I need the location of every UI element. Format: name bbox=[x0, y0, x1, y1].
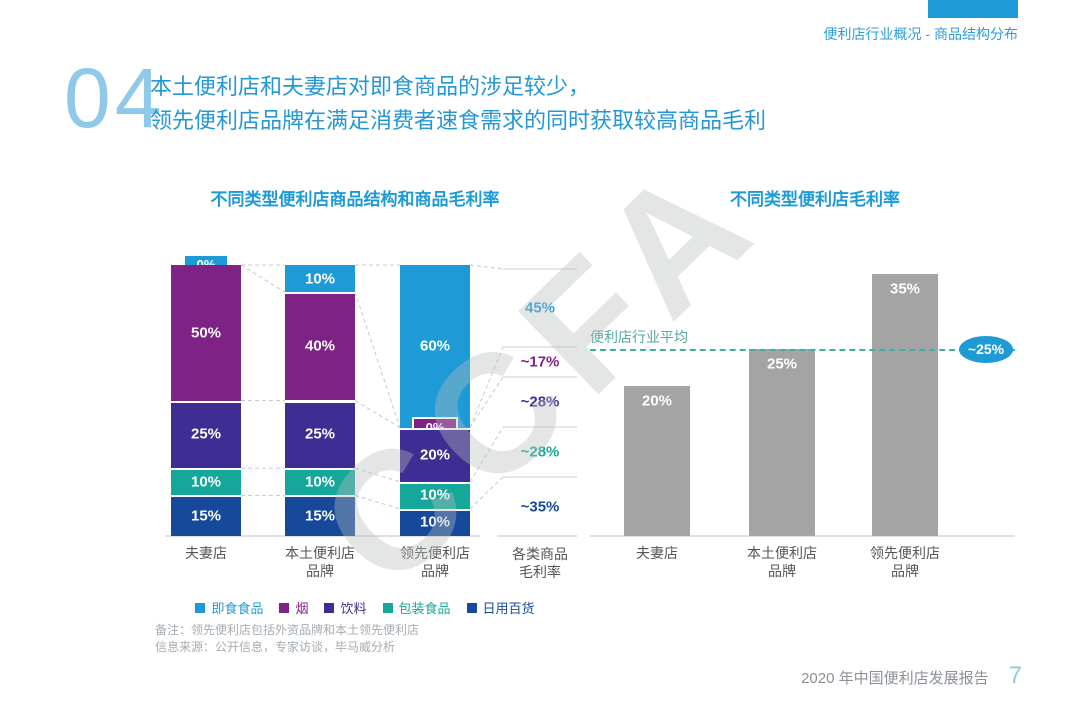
bar-value-label: 20% bbox=[419, 446, 451, 464]
legend-swatch bbox=[466, 602, 477, 613]
page-title: 本土便利店和夫妻店对即食商品的涉足较少， 领先便利店品牌在满足消费者速食需求的同… bbox=[150, 70, 766, 138]
bar-segment-包装食品 bbox=[285, 468, 355, 496]
bar-segment-即食食品 bbox=[285, 265, 355, 293]
bar-segment-日用百货 bbox=[285, 495, 355, 536]
bar-segment-烟 bbox=[171, 265, 241, 401]
footer: 2020 年中国便利店发展报告 7 bbox=[801, 662, 1022, 690]
legend-item: 包装食品 bbox=[382, 598, 451, 617]
legend-label: 日用百货 bbox=[482, 601, 535, 616]
margin-rate-value: ~28% bbox=[520, 443, 560, 461]
bar-segment-饮料 bbox=[171, 400, 241, 469]
legend-swatch bbox=[279, 602, 290, 613]
bar-value-label: 50% bbox=[190, 324, 222, 342]
chart-line bbox=[354, 291, 401, 428]
legend-label: 包装食品 bbox=[398, 601, 451, 616]
bar-segment-日用百货 bbox=[400, 508, 470, 536]
legend-swatch bbox=[324, 602, 335, 613]
bar-value-label: 10% bbox=[304, 473, 336, 491]
legend-label: 饮料 bbox=[340, 601, 367, 616]
bar-value-label: 20% bbox=[641, 392, 673, 410]
section-number: 04 bbox=[64, 51, 166, 145]
chart-line bbox=[469, 476, 504, 510]
gross-margin-bar bbox=[624, 386, 690, 536]
bar-value-label: 25% bbox=[304, 425, 336, 443]
bar-value-label: 25% bbox=[190, 425, 222, 443]
x-axis-label: 领先便利店品牌 bbox=[870, 545, 940, 579]
bar-segment-烟 bbox=[285, 292, 355, 401]
industry-average-line bbox=[590, 348, 1015, 351]
x-axis-label: 领先便利店品牌 bbox=[400, 545, 470, 579]
bar-segment-即食食品 bbox=[400, 265, 470, 428]
footnote-line2: 信息来源：公开信息，专家访谈，毕马威分析 bbox=[155, 640, 396, 654]
bar-segment-包装食品 bbox=[171, 468, 241, 496]
right-chart-title: 不同类型便利店毛利率 bbox=[730, 190, 900, 209]
chart-line bbox=[354, 467, 401, 483]
bar-value-label: 15% bbox=[190, 507, 222, 525]
legend-label: 即食食品 bbox=[211, 601, 264, 616]
x-axis-label: 夫妻店 bbox=[636, 545, 678, 561]
x-axis-label: 夫妻店 bbox=[185, 545, 227, 561]
bar-segment-日用百货 bbox=[171, 495, 241, 536]
industry-average-label: 便利店行业平均 bbox=[590, 328, 688, 345]
chart-line bbox=[240, 264, 286, 293]
bar-value-label: 10% bbox=[304, 270, 336, 288]
headline-line2: 领先便利店品牌在满足消费者速食需求的同时获取较高商品毛利 bbox=[150, 108, 767, 133]
footnote-line1: 备注：领先便利店包括外资品牌和本土领先便利店 bbox=[155, 623, 420, 637]
headline-line1: 本土便利店和夫妻店对即食商品的涉足较少， bbox=[150, 74, 591, 99]
chart-line bbox=[469, 346, 504, 428]
top-accent-bar bbox=[928, 0, 1018, 18]
legend-swatch bbox=[195, 602, 206, 613]
bar-segment-饮料 bbox=[400, 427, 470, 482]
bar-value-label: 10% bbox=[419, 513, 451, 531]
bar-segment-包装食品 bbox=[400, 481, 470, 509]
industry-average-value-badge: ~25% bbox=[959, 335, 1013, 363]
footer-report-title: 2020 年中国便利店发展报告 bbox=[801, 670, 989, 687]
chart-line bbox=[469, 426, 504, 483]
legend-swatch bbox=[382, 602, 393, 613]
gross-margin-bar bbox=[749, 348, 815, 536]
legend-item: 饮料 bbox=[324, 598, 367, 617]
margin-rate-value: ~28% bbox=[520, 393, 560, 411]
bar-value-label: 60% bbox=[419, 337, 451, 355]
legend-item: 烟 bbox=[279, 598, 308, 617]
margin-rate-value: ~17% bbox=[520, 353, 560, 371]
bar-value-label: 15% bbox=[304, 507, 336, 525]
bar-value-label: 10% bbox=[419, 486, 451, 504]
margin-rate-value: ~35% bbox=[520, 498, 560, 515]
chart-line bbox=[469, 376, 504, 428]
legend-item: 日用百货 bbox=[466, 598, 535, 617]
legend-item: 即食食品 bbox=[195, 598, 263, 617]
margin-rate-value: 45% bbox=[524, 299, 556, 317]
margin-column-header: 各类商品毛利率 bbox=[512, 546, 568, 580]
chart-line bbox=[354, 494, 401, 510]
bar-value-label: 35% bbox=[889, 280, 921, 297]
page-number: 7 bbox=[1008, 662, 1022, 689]
left-chart-title: 不同类型便利店商品结构和商品毛利率 bbox=[210, 190, 500, 209]
chart-line bbox=[469, 264, 504, 270]
x-axis-label: 本土便利店品牌 bbox=[285, 545, 355, 579]
chart-line bbox=[354, 400, 401, 429]
gross-margin-bar bbox=[872, 273, 938, 536]
footnotes: 备注：领先便利店包括外资品牌和本土领先便利店 信息来源：公开信息，专家访谈，毕马… bbox=[155, 622, 419, 656]
bar-segment-饮料 bbox=[285, 400, 355, 469]
bar-value-label: 10% bbox=[190, 473, 222, 491]
legend-label: 烟 bbox=[295, 601, 309, 616]
bar-value-label: 40% bbox=[304, 337, 336, 355]
chart-legend: 即食食品 烟 饮料 包装食品 日用百货 bbox=[150, 598, 580, 617]
x-axis-label: 本土便利店品牌 bbox=[747, 545, 817, 579]
bar-value-label: 25% bbox=[766, 355, 798, 372]
breadcrumb: 便利店行业概况 - 商品结构分布 bbox=[823, 26, 1018, 42]
